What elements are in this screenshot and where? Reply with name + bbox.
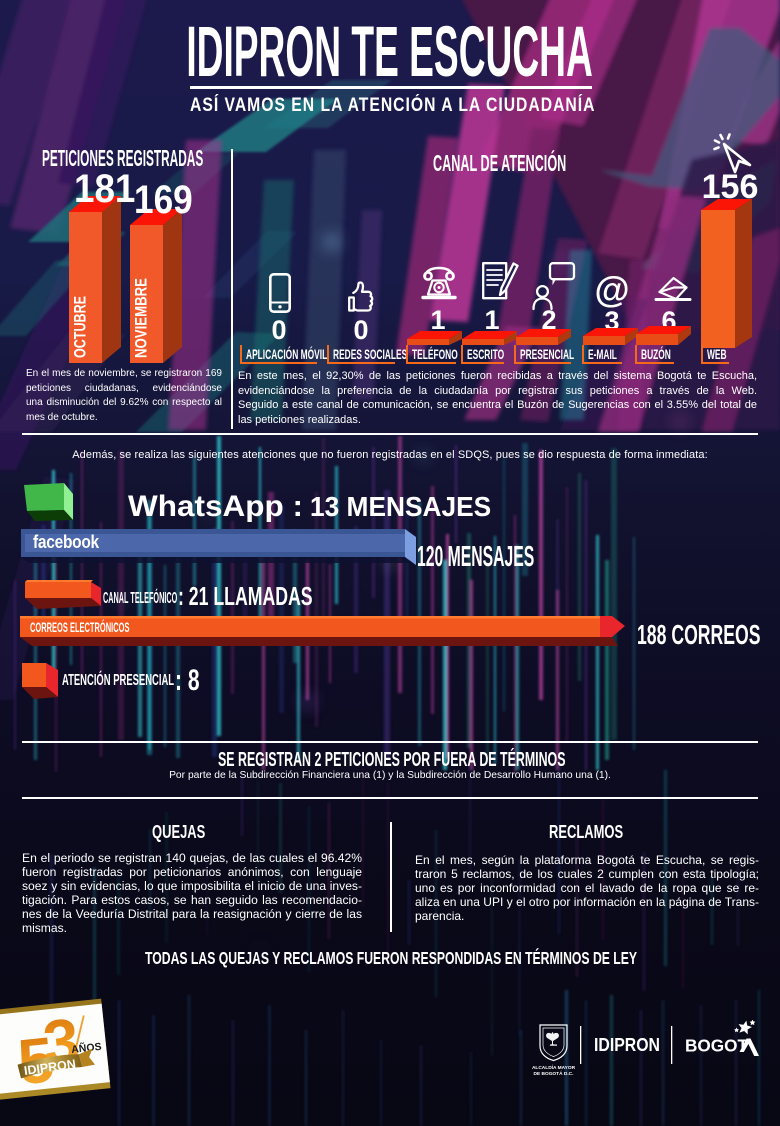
svg-text:OCTUBRE: OCTUBRE	[71, 296, 90, 358]
svg-text:BOGOT: BOGOT	[685, 1036, 748, 1056]
svg-text:@: @	[594, 269, 629, 310]
svg-text:0: 0	[271, 315, 286, 345]
svg-text:AÑOS: AÑOS	[71, 1040, 103, 1056]
svg-text:1: 1	[484, 305, 499, 335]
svg-text:IDIPRON: IDIPRON	[594, 1035, 660, 1055]
svg-text:2: 2	[541, 305, 556, 335]
svg-text:ALCALDÍA MAYOR: ALCALDÍA MAYOR	[532, 1063, 576, 1071]
svg-text:DE BOGOTÁ D.C.: DE BOGOTÁ D.C.	[534, 1070, 574, 1077]
svg-text:0: 0	[353, 315, 368, 345]
svg-text:156: 156	[702, 168, 759, 206]
svg-text:NOVIEMBRE: NOVIEMBRE	[132, 278, 151, 358]
svg-text:1: 1	[430, 305, 445, 335]
